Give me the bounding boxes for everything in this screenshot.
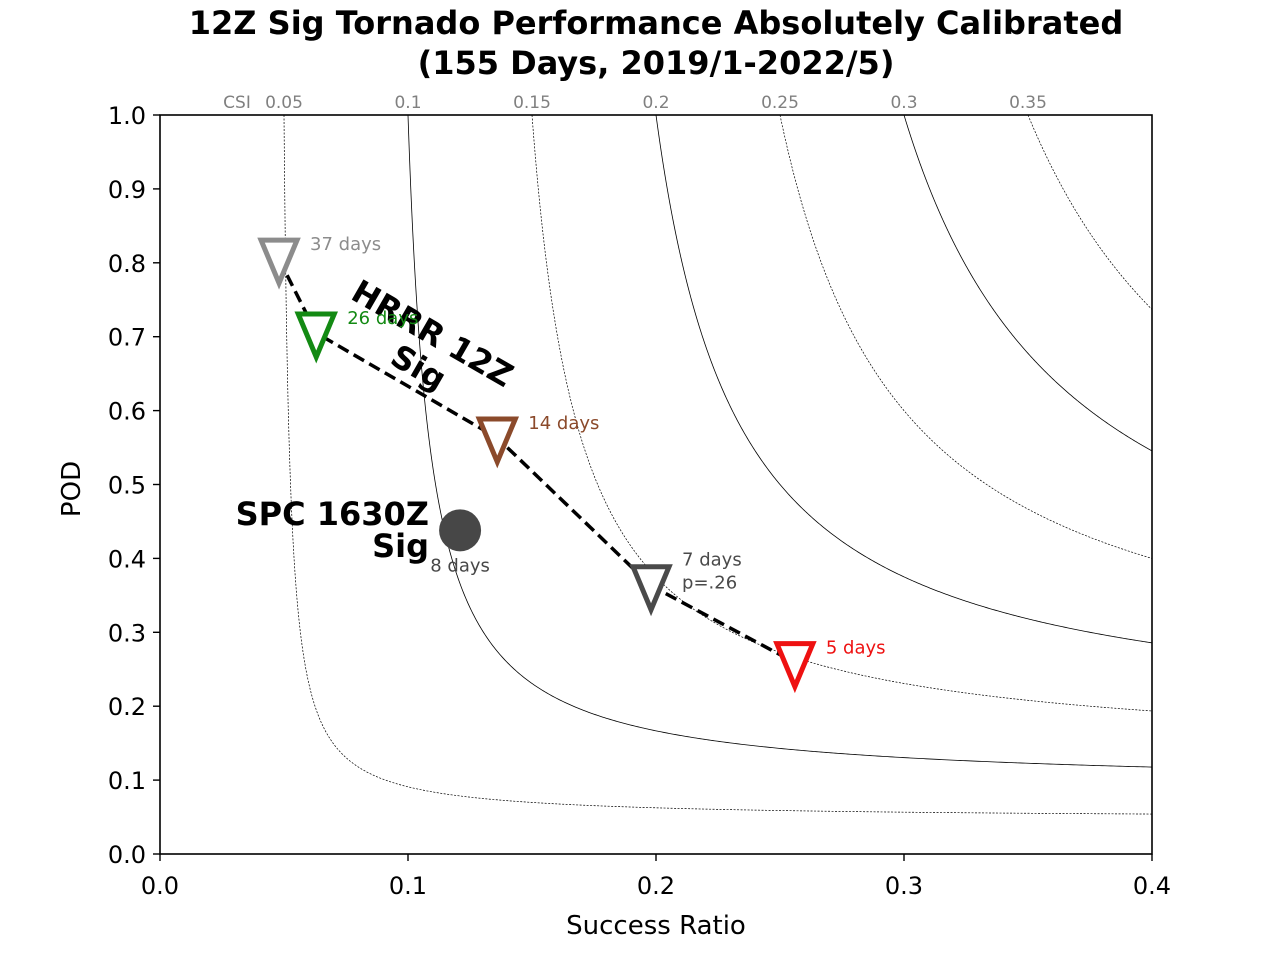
csi-label-0.2: 0.2 xyxy=(642,93,669,113)
csi-label-0.05: 0.05 xyxy=(265,93,303,113)
csi-label-0.25: 0.25 xyxy=(761,93,799,113)
y-axis-label: POD xyxy=(57,461,87,517)
y-tick-label: 0.6 xyxy=(108,398,146,426)
csi-contour-0.15 xyxy=(531,115,1152,712)
hrrr-point-label2-3: p=.26 xyxy=(682,573,737,594)
csi-contours xyxy=(283,115,1152,815)
spc-point-label: 8 days xyxy=(430,555,490,576)
hrrr-marker-4 xyxy=(773,641,817,694)
x-tick-label: 0.4 xyxy=(1133,872,1171,900)
plot-frame xyxy=(159,114,1153,855)
csi-contour-0.35 xyxy=(1027,115,1152,310)
x-tick-label: 0.0 xyxy=(141,872,179,900)
csi-contour-0.1 xyxy=(407,115,1152,768)
csi-contour-0.3 xyxy=(903,115,1152,452)
spc-series-name-line1: SPC 1630Z xyxy=(236,495,429,533)
chart-title-line1: 12Z Sig Tornado Performance Absolutely C… xyxy=(189,4,1123,42)
y-tick-label: 0.3 xyxy=(108,619,146,647)
hrrr-point-label-0: 37 days xyxy=(310,234,381,255)
csi-label-0.1: 0.1 xyxy=(394,93,421,113)
y-tick-label: 0.8 xyxy=(108,250,146,278)
y-tick-label: 0.2 xyxy=(108,693,146,721)
csi-label-0.15: 0.15 xyxy=(513,93,551,113)
hrrr-point-label-3: 7 days xyxy=(682,550,742,571)
x-axis-ticks: 0.0 0.1 0.2 0.3 0.4 xyxy=(141,854,1171,900)
y-tick-label: 0.1 xyxy=(108,767,146,795)
y-tick-label: 0.9 xyxy=(108,176,146,204)
spc-marker xyxy=(439,509,482,552)
x-tick-label: 0.3 xyxy=(885,872,923,900)
hrrr-marker-1 xyxy=(294,311,338,364)
hrrr-marker-3 xyxy=(629,564,673,617)
csi-prefix-label: CSI xyxy=(223,93,251,113)
x-tick-label: 0.2 xyxy=(637,872,675,900)
x-axis-label: Success Ratio xyxy=(566,911,746,941)
hrrr-marker-0 xyxy=(257,237,301,290)
csi-contour-0.2 xyxy=(655,115,1152,644)
hrrr-point-label-4: 5 days xyxy=(826,638,886,659)
y-tick-label: 0.0 xyxy=(108,841,146,869)
csi-labels: CSI 0.05 0.1 0.15 0.2 0.25 0.3 0.35 xyxy=(223,93,1047,113)
hrrr-marker-2 xyxy=(475,416,520,469)
spc-series: SPC 1630Z Sig xyxy=(236,495,429,565)
y-tick-label: 1.0 xyxy=(108,102,146,130)
y-tick-label: 0.4 xyxy=(108,545,146,573)
y-axis-ticks: 0.0 0.1 0.2 0.3 0.4 0.5 0.6 0.7 0.8 0.9 1.0 xyxy=(108,102,160,869)
spc-series-name-line2: Sig xyxy=(372,527,429,565)
y-tick-label: 0.5 xyxy=(108,472,146,500)
csi-contour-0.05 xyxy=(283,115,1152,815)
csi-label-0.3: 0.3 xyxy=(890,93,917,113)
hrrr-point-label-2: 14 days xyxy=(528,413,599,434)
y-tick-label: 0.7 xyxy=(108,324,146,352)
chart-title-line2: (155 Days, 2019/1-2022/5) xyxy=(418,44,895,82)
csi-contour-0.25 xyxy=(779,115,1152,559)
csi-label-0.35: 0.35 xyxy=(1009,93,1047,113)
hrrr-point-label-1: 26 days xyxy=(347,308,418,329)
x-tick-label: 0.1 xyxy=(389,872,427,900)
